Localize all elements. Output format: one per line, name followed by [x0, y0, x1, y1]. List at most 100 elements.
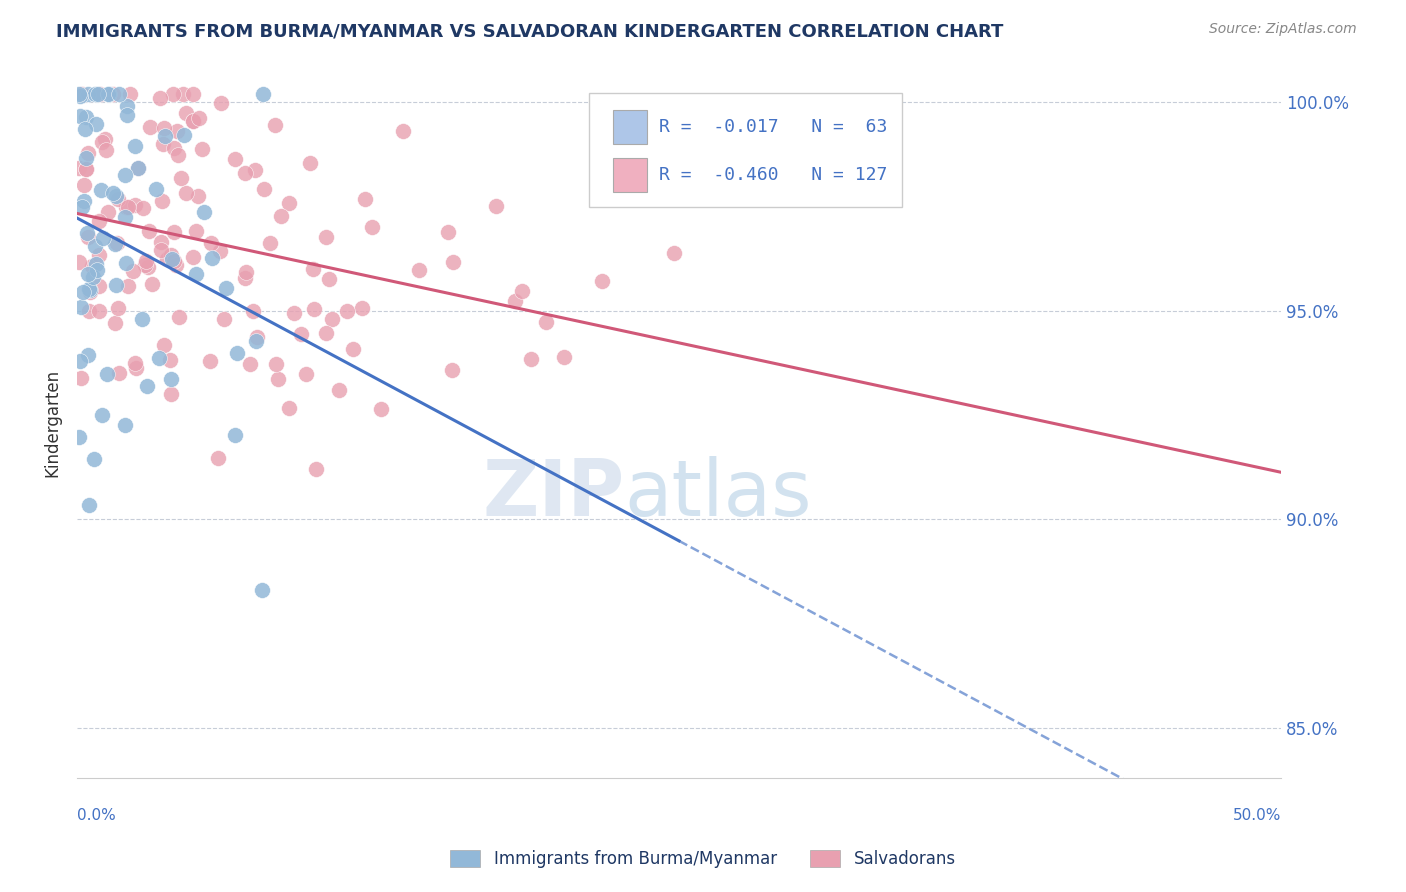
Point	[246, 330, 269, 344]
Point	[172, 87, 194, 101]
Point	[89, 303, 111, 318]
Point	[162, 87, 184, 101]
Point	[181, 250, 204, 264]
Point	[342, 342, 364, 356]
Point	[664, 245, 686, 260]
Point	[124, 138, 146, 153]
Point	[242, 303, 264, 318]
Point	[263, 119, 285, 133]
Point	[212, 312, 235, 326]
Point	[224, 428, 246, 442]
Point	[108, 366, 131, 380]
Point	[107, 192, 129, 206]
Text: 50.0%: 50.0%	[1233, 808, 1281, 823]
Point	[361, 220, 384, 235]
Point	[69, 354, 91, 368]
Point	[510, 284, 533, 298]
Point	[209, 96, 232, 111]
Point	[84, 117, 107, 131]
Point	[235, 265, 257, 279]
Point	[117, 278, 139, 293]
Point	[76, 348, 98, 362]
FancyBboxPatch shape	[613, 158, 647, 192]
Point	[87, 87, 110, 101]
Point	[69, 109, 91, 123]
Point	[75, 151, 97, 165]
Point	[76, 230, 98, 244]
Point	[79, 283, 101, 297]
Point	[152, 136, 174, 151]
Text: R =  -0.017   N =  63: R = -0.017 N = 63	[658, 119, 887, 136]
Point	[302, 301, 325, 316]
Point	[108, 87, 131, 101]
Point	[120, 87, 142, 101]
Point	[441, 255, 464, 269]
Point	[235, 270, 257, 285]
Point	[252, 182, 274, 196]
Point	[73, 122, 96, 136]
Point	[301, 262, 323, 277]
Point	[114, 168, 136, 182]
Point	[209, 244, 232, 259]
Point	[77, 499, 100, 513]
Point	[138, 260, 160, 275]
Point	[84, 238, 107, 252]
Point	[173, 128, 195, 142]
Point	[75, 162, 97, 177]
Point	[94, 131, 117, 145]
Point	[104, 277, 127, 292]
Point	[86, 262, 108, 277]
Text: R =  -0.460   N = 127: R = -0.460 N = 127	[658, 166, 887, 184]
Text: atlas: atlas	[624, 456, 813, 533]
Point	[160, 386, 183, 401]
Point	[89, 248, 111, 262]
Point	[96, 367, 118, 381]
Point	[103, 186, 125, 201]
Point	[437, 225, 460, 239]
Point	[187, 188, 209, 202]
FancyBboxPatch shape	[613, 111, 647, 145]
Point	[139, 120, 162, 135]
Legend: Immigrants from Burma/Myanmar, Salvadorans: Immigrants from Burma/Myanmar, Salvadora…	[444, 843, 962, 875]
Point	[170, 171, 193, 186]
Point	[520, 351, 543, 366]
Point	[148, 351, 170, 366]
Point	[250, 582, 273, 597]
Point	[131, 311, 153, 326]
Point	[69, 87, 91, 101]
Point	[117, 200, 139, 214]
Point	[79, 285, 101, 300]
Point	[107, 301, 129, 316]
Point	[91, 231, 114, 245]
Point	[70, 200, 93, 214]
Point	[159, 352, 181, 367]
Point	[277, 195, 299, 210]
Point	[87, 278, 110, 293]
Point	[72, 285, 94, 300]
Point	[233, 165, 256, 179]
Point	[115, 200, 138, 214]
Point	[77, 303, 100, 318]
Point	[127, 161, 149, 176]
Point	[77, 282, 100, 296]
Point	[82, 269, 104, 284]
Point	[167, 310, 190, 324]
Point	[115, 98, 138, 112]
Point	[153, 129, 176, 144]
Point	[536, 314, 558, 328]
FancyBboxPatch shape	[589, 94, 901, 207]
Point	[553, 350, 575, 364]
Point	[114, 211, 136, 225]
Point	[76, 226, 98, 240]
Text: Source: ZipAtlas.com: Source: ZipAtlas.com	[1209, 22, 1357, 37]
Point	[485, 199, 508, 213]
Point	[392, 124, 415, 138]
Point	[72, 87, 94, 101]
Point	[96, 143, 118, 157]
Point	[186, 267, 208, 281]
Text: 0.0%: 0.0%	[77, 808, 115, 823]
Point	[82, 260, 104, 274]
Point	[83, 451, 105, 466]
Point	[105, 236, 128, 251]
Point	[270, 209, 292, 223]
